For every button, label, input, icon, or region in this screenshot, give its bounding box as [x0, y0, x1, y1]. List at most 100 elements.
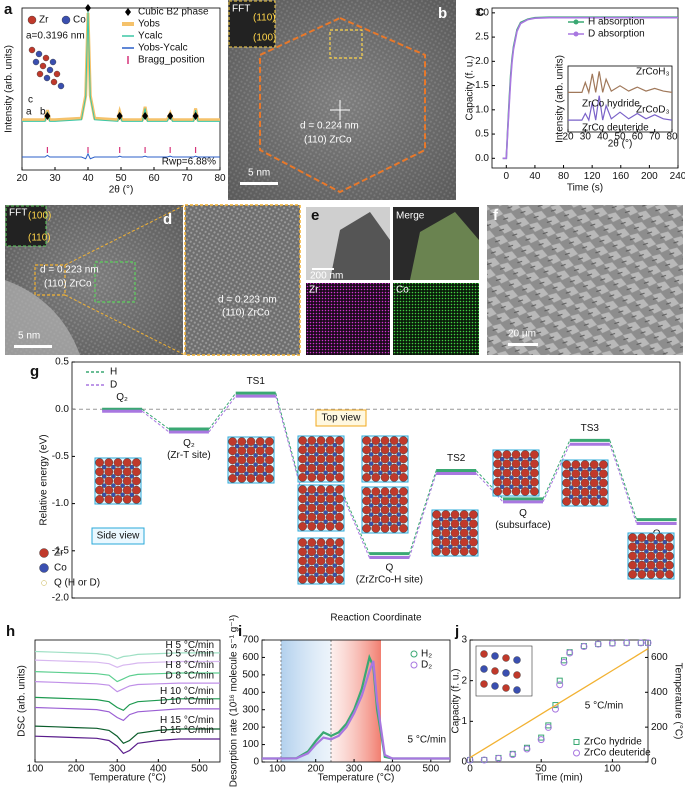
y2-tick-label: 600 [651, 652, 668, 663]
atom [634, 558, 640, 563]
atom [480, 665, 488, 673]
atom [399, 445, 408, 455]
series-line [22, 152, 220, 160]
atom [255, 464, 265, 474]
atom [314, 491, 319, 497]
atom [502, 487, 512, 496]
atom [262, 453, 268, 458]
panel-label: i [238, 623, 242, 640]
atom [332, 501, 338, 506]
x-tick-label: 40 [529, 171, 541, 182]
atom [459, 510, 469, 519]
atom [298, 494, 307, 504]
atom [28, 46, 36, 54]
atom [378, 512, 383, 517]
atom [325, 485, 335, 494]
atom [387, 493, 392, 499]
atom [129, 464, 135, 470]
hexagon [259, 16, 426, 194]
atom [399, 454, 408, 464]
atom [469, 547, 478, 556]
y2-tick-label: 200 [651, 722, 668, 733]
atom [389, 505, 399, 515]
atom [653, 567, 658, 573]
y-tick-label: 2 [461, 675, 467, 686]
atom [50, 78, 58, 86]
atom [578, 466, 583, 472]
atom [314, 510, 319, 515]
atom [655, 533, 665, 542]
atom [646, 533, 656, 542]
phase-marker [116, 112, 123, 120]
image-label: (100) [253, 33, 276, 44]
atom [325, 445, 335, 455]
x-tick-label: 0 [504, 171, 510, 182]
atom [122, 467, 132, 477]
image-label: d = 0.223 nm [40, 265, 99, 276]
marker [580, 643, 588, 651]
atom [389, 454, 399, 464]
atom [596, 466, 602, 472]
atom [95, 467, 104, 477]
x-axis-label: Temperature (°C) [89, 773, 166, 784]
y-axis-label: Intensity (arb. units) [4, 45, 15, 133]
atom [325, 522, 335, 531]
marker [644, 639, 652, 647]
atom [530, 477, 539, 487]
atom [335, 445, 344, 455]
x-axis-label: Time (s) [567, 183, 603, 194]
zoom-line [64, 204, 186, 266]
atom [527, 475, 533, 480]
marker [523, 745, 531, 753]
atom [520, 468, 530, 478]
image-label: Merge [396, 211, 425, 222]
atom [362, 505, 371, 515]
atom [307, 445, 317, 455]
y-tick-label: 0.0 [475, 153, 489, 164]
y-tick-label: 2.5 [475, 32, 489, 43]
atom [323, 470, 328, 476]
series-line [34, 671, 220, 683]
atom [589, 487, 599, 497]
atom [466, 526, 472, 531]
atom [399, 436, 408, 445]
atom [246, 446, 256, 456]
atom [307, 565, 317, 575]
axis-letter: c [28, 95, 33, 106]
atom [396, 452, 402, 457]
atom [228, 446, 237, 456]
series-line [34, 650, 220, 660]
series-line [34, 659, 220, 668]
atom [298, 463, 307, 473]
scale-bar [14, 345, 52, 348]
atom [520, 450, 530, 459]
y-tick-label: 3.0 [475, 7, 489, 18]
atom [253, 462, 258, 467]
atom [380, 473, 390, 482]
atom [113, 485, 123, 495]
atom [234, 471, 240, 477]
atom [362, 524, 371, 533]
view-box [315, 409, 367, 427]
atom [662, 567, 668, 573]
marker [544, 723, 552, 731]
atom [450, 537, 460, 547]
atom [568, 485, 574, 490]
annotation: ZrCo hydride [582, 99, 640, 110]
y2-axis-label: Temperature (°C) [672, 663, 683, 740]
atom [502, 459, 512, 469]
atom [298, 522, 307, 531]
atom [307, 503, 317, 513]
atom [325, 565, 335, 575]
connector [542, 440, 571, 500]
atom [387, 470, 392, 476]
atom [307, 485, 317, 494]
atom [530, 487, 539, 496]
x-tick-label: 80 [666, 132, 678, 143]
atom [665, 542, 674, 552]
image-label: Co [396, 285, 409, 296]
atom [396, 461, 402, 466]
x-tick-label: 30 [580, 132, 592, 143]
atom [332, 544, 338, 550]
atom [469, 519, 478, 529]
